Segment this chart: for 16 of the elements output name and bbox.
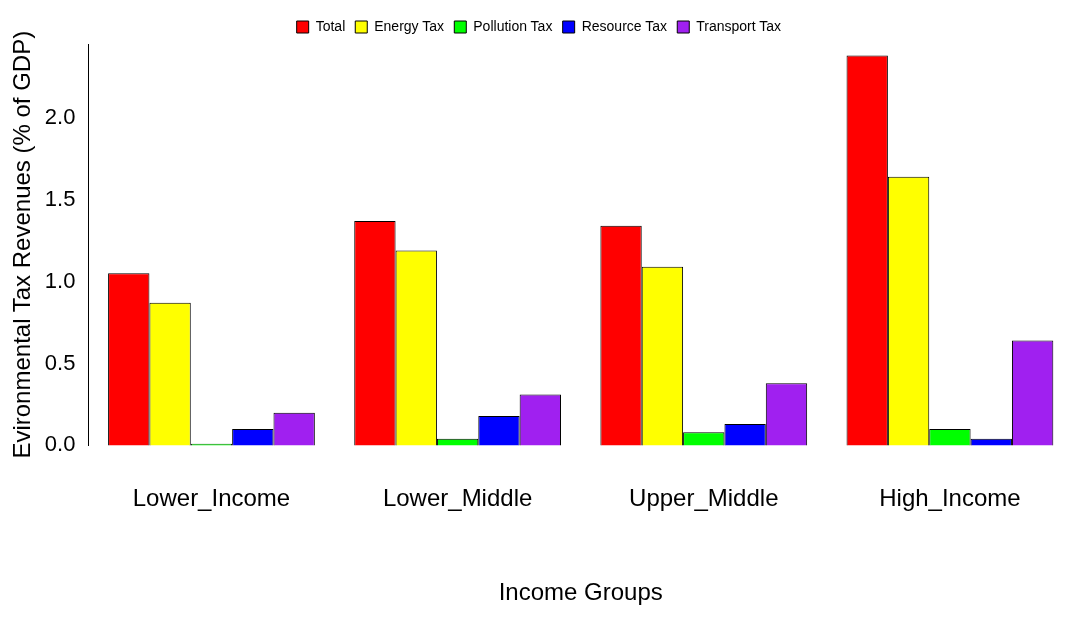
legend-label: Transport Tax <box>696 17 782 34</box>
x-tick-label: Lower_Income <box>132 484 291 512</box>
x-tick-label: High_Income <box>879 484 1021 512</box>
x-tick-label: Lower_Middle <box>382 484 533 512</box>
x-axis-title: Income Groups <box>498 578 663 606</box>
legend-label: Energy Tax <box>374 17 445 34</box>
x-tick-label: Upper_Middle <box>629 484 779 512</box>
legend-label: Total <box>315 17 346 34</box>
y-tick-label: 0.5 <box>44 349 76 375</box>
y-tick-label: 2.0 <box>44 103 76 129</box>
y-axis-title: Evironmental Tax Revenues (% of GDP) <box>8 30 36 459</box>
legend-label: Pollution Tax <box>473 17 553 34</box>
y-tick-label: 1.5 <box>44 185 76 211</box>
y-tick-label: 0.0 <box>44 431 76 457</box>
legend-label: Resource Tax <box>581 17 668 34</box>
y-tick-label: 1.0 <box>44 267 76 293</box>
